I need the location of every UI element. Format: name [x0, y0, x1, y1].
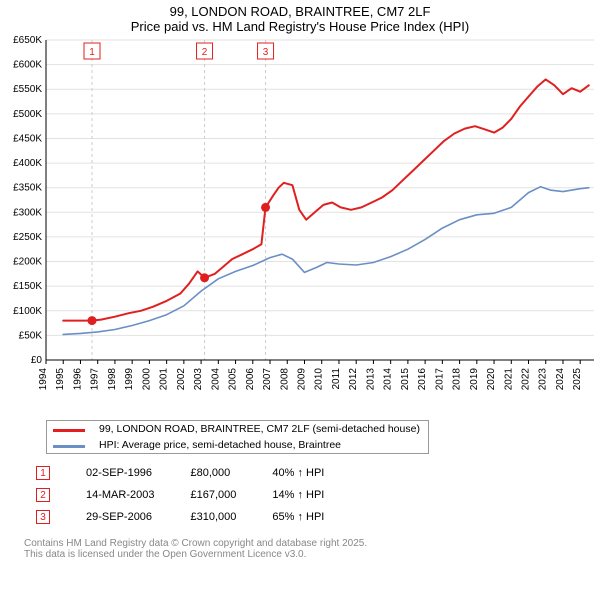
sale-date: 29-SEP-2006: [74, 506, 178, 528]
svg-text:£450K: £450K: [13, 133, 42, 144]
svg-text:2005: 2005: [228, 368, 239, 391]
chart: £0 £50K £100K £150K £200K £250K £300K £350K £400…: [0, 34, 600, 414]
svg-text:£600K: £600K: [13, 60, 42, 71]
svg-text:1998: 1998: [107, 368, 118, 391]
svg-text:2008: 2008: [279, 368, 290, 391]
svg-text:2014: 2014: [383, 368, 394, 391]
table-row: 2 14-MAR-2003 £167,000 14% ↑ HPI: [24, 484, 348, 506]
svg-text:1994: 1994: [38, 368, 49, 391]
sale-price: £80,000: [178, 462, 260, 484]
svg-text:£150K: £150K: [13, 281, 42, 292]
sale-date: 02-SEP-1996: [74, 462, 178, 484]
svg-text:2024: 2024: [555, 368, 566, 391]
svg-text:£300K: £300K: [13, 207, 42, 218]
svg-text:2010: 2010: [314, 368, 325, 391]
sale-delta: 65% ↑ HPI: [260, 506, 348, 528]
svg-text:2020: 2020: [486, 368, 497, 391]
hpi-chart-page: 99, LONDON ROAD, BRAINTREE, CM7 2LF Pric…: [0, 0, 600, 590]
svg-text:1996: 1996: [72, 368, 83, 391]
svg-text:2013: 2013: [365, 368, 376, 391]
table-row: 1 02-SEP-1996 £80,000 40% ↑ HPI: [24, 462, 348, 484]
legend-label-1: HPI: Average price, semi-detached house,…: [93, 437, 428, 454]
svg-text:1997: 1997: [90, 368, 101, 391]
svg-text:2002: 2002: [176, 368, 187, 391]
svg-text:£0: £0: [31, 355, 43, 366]
svg-text:2003: 2003: [193, 368, 204, 391]
svg-text:2006: 2006: [245, 368, 256, 391]
svg-text:£400K: £400K: [13, 158, 42, 169]
legend-row: 99, LONDON ROAD, BRAINTREE, CM7 2LF (sem…: [47, 421, 429, 438]
svg-text:2007: 2007: [262, 368, 273, 391]
svg-text:2023: 2023: [538, 368, 549, 391]
sale-price: £167,000: [178, 484, 260, 506]
svg-text:2021: 2021: [503, 368, 514, 391]
svg-text:2000: 2000: [141, 368, 152, 391]
legend: 99, LONDON ROAD, BRAINTREE, CM7 2LF (sem…: [46, 420, 429, 454]
chart-svg: £0 £50K £100K £150K £200K £250K £300K £350K £400…: [0, 34, 600, 414]
svg-text:2015: 2015: [400, 368, 411, 391]
svg-text:1999: 1999: [124, 368, 135, 391]
sale-delta: 14% ↑ HPI: [260, 484, 348, 506]
svg-text:£200K: £200K: [13, 257, 42, 268]
svg-text:£250K: £250K: [13, 232, 42, 243]
attribution: Contains HM Land Registry data © Crown c…: [24, 538, 600, 560]
svg-text:£100K: £100K: [13, 306, 42, 317]
svg-text:2011: 2011: [331, 368, 342, 390]
legend-swatch-1: [53, 445, 85, 448]
svg-text:£50K: £50K: [19, 330, 43, 341]
sale-date: 14-MAR-2003: [74, 484, 178, 506]
sale-price: £310,000: [178, 506, 260, 528]
title-subtitle: Price paid vs. HM Land Registry's House …: [0, 19, 600, 34]
legend-swatch-0: [53, 429, 85, 432]
svg-text:2019: 2019: [469, 368, 480, 391]
svg-text:2009: 2009: [296, 368, 307, 391]
legend-label-0: 99, LONDON ROAD, BRAINTREE, CM7 2LF (sem…: [93, 421, 428, 438]
attribution-line1: Contains HM Land Registry data © Crown c…: [24, 538, 600, 549]
attribution-line2: This data is licensed under the Open Gov…: [24, 549, 600, 560]
svg-text:1: 1: [89, 47, 95, 58]
ref-box: 3: [36, 510, 50, 524]
svg-text:2017: 2017: [434, 368, 445, 391]
title-block: 99, LONDON ROAD, BRAINTREE, CM7 2LF Pric…: [0, 0, 600, 34]
ref-box: 1: [36, 466, 50, 480]
sale-delta: 40% ↑ HPI: [260, 462, 348, 484]
sales-table: 1 02-SEP-1996 £80,000 40% ↑ HPI 2 14-MAR…: [24, 462, 348, 528]
svg-text:£550K: £550K: [13, 84, 42, 95]
svg-text:2018: 2018: [452, 368, 463, 391]
svg-text:2016: 2016: [417, 368, 428, 391]
svg-text:3: 3: [263, 47, 269, 58]
svg-text:2001: 2001: [159, 368, 170, 391]
svg-text:£650K: £650K: [13, 35, 42, 46]
ref-box: 2: [36, 488, 50, 502]
svg-text:2012: 2012: [348, 368, 359, 391]
svg-text:1995: 1995: [55, 368, 66, 391]
table-row: 3 29-SEP-2006 £310,000 65% ↑ HPI: [24, 506, 348, 528]
svg-text:2025: 2025: [572, 368, 583, 391]
svg-text:£350K: £350K: [13, 183, 42, 194]
legend-row: HPI: Average price, semi-detached house,…: [47, 437, 429, 454]
svg-text:£500K: £500K: [13, 109, 42, 120]
svg-text:2004: 2004: [210, 368, 221, 391]
title-address: 99, LONDON ROAD, BRAINTREE, CM7 2LF: [0, 4, 600, 19]
svg-text:2: 2: [202, 47, 208, 58]
svg-text:2022: 2022: [521, 368, 532, 391]
